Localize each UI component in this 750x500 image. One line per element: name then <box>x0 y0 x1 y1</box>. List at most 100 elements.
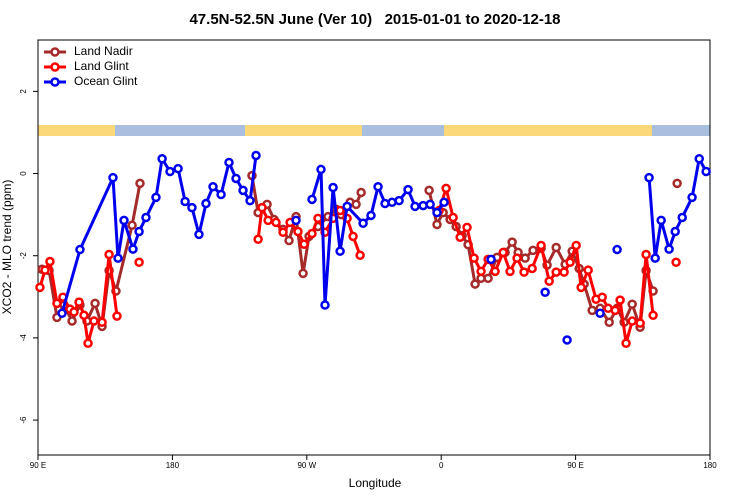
data-point <box>672 178 682 189</box>
data-point <box>348 231 358 242</box>
data-point <box>490 266 500 277</box>
data-point <box>507 237 517 247</box>
data-point <box>559 267 569 277</box>
legend-marker <box>50 47 60 57</box>
data-point <box>604 317 614 328</box>
y-tick-label: 2 <box>19 89 28 94</box>
data-point <box>257 202 267 213</box>
data-point <box>595 308 605 318</box>
x-tick-label: 180 <box>166 461 180 470</box>
data-point <box>469 253 479 263</box>
data-point <box>316 164 326 175</box>
data-point <box>470 279 480 289</box>
data-point <box>335 205 345 216</box>
data-point <box>342 201 352 212</box>
data-point <box>165 166 175 177</box>
data-point <box>253 234 263 245</box>
data-point <box>528 245 538 256</box>
data-point <box>373 181 383 192</box>
data-point <box>135 178 145 189</box>
data-point <box>231 173 241 184</box>
data-point <box>612 244 622 255</box>
data-point <box>52 298 62 309</box>
legend-label: Land Nadir <box>74 44 133 58</box>
data-point <box>313 213 323 224</box>
data-point <box>656 215 666 226</box>
data-point <box>194 229 204 240</box>
data-point <box>307 228 317 239</box>
data-point <box>238 185 248 196</box>
data-point <box>551 242 561 253</box>
data-point <box>694 153 704 164</box>
data-point <box>519 267 529 277</box>
data-point <box>320 300 330 310</box>
data-point <box>245 195 255 206</box>
data-point <box>366 210 376 221</box>
data-point <box>278 227 288 238</box>
data-point <box>687 192 697 203</box>
data-point <box>335 246 345 256</box>
y-axis-title: XCO2 - MLO trend (ppm) <box>0 180 14 315</box>
data-point <box>141 212 151 223</box>
legend-marker <box>50 77 60 87</box>
data-point <box>69 307 79 317</box>
data-point <box>394 195 404 206</box>
legend-marker <box>50 62 60 72</box>
data-point <box>627 316 637 326</box>
data-point <box>505 266 515 277</box>
data-point <box>89 316 99 326</box>
data-point <box>664 244 674 254</box>
data-point <box>112 311 122 321</box>
data-point <box>128 244 138 254</box>
data-point <box>476 266 486 277</box>
data-point <box>75 244 85 255</box>
data-point <box>307 194 317 205</box>
data-point <box>113 253 123 263</box>
data-point <box>201 198 211 209</box>
data-point <box>462 222 472 233</box>
data-point <box>157 153 167 164</box>
data-point <box>498 247 508 258</box>
data-point <box>127 220 137 231</box>
data-point <box>284 235 294 246</box>
data-point <box>293 226 303 237</box>
data-point <box>627 299 637 309</box>
data-point <box>670 226 680 237</box>
data-point <box>597 292 607 302</box>
data-point <box>108 172 118 183</box>
data-point <box>410 201 420 212</box>
data-point <box>351 199 361 210</box>
legend-label: Land Glint <box>74 59 129 73</box>
data-point <box>35 282 45 293</box>
data-point <box>298 268 308 279</box>
data-point <box>40 265 50 275</box>
data-point <box>187 202 197 213</box>
data-point <box>565 257 575 268</box>
data-point <box>424 185 434 196</box>
data-point <box>583 265 593 275</box>
data-point <box>74 297 84 307</box>
series-line <box>60 155 708 314</box>
data-point <box>544 276 554 286</box>
data-point <box>615 295 625 305</box>
data-point <box>576 282 586 293</box>
data-point <box>671 257 681 268</box>
data-point <box>701 166 711 177</box>
data-point <box>448 212 458 223</box>
data-point <box>635 318 645 328</box>
data-point <box>610 305 620 316</box>
data-point <box>57 308 67 318</box>
data-point <box>173 163 183 174</box>
x-tick-label: 90 E <box>567 461 583 470</box>
data-point <box>439 197 449 208</box>
data-point <box>271 217 281 228</box>
data-point <box>355 250 365 261</box>
data-point <box>403 184 413 195</box>
x-tick-label: 180 <box>703 461 717 470</box>
data-point <box>527 263 537 274</box>
data-point <box>512 253 522 263</box>
x-tick-label: 90 E <box>30 461 46 470</box>
x-tick-label: 0 <box>439 461 444 470</box>
data-point <box>483 273 493 284</box>
